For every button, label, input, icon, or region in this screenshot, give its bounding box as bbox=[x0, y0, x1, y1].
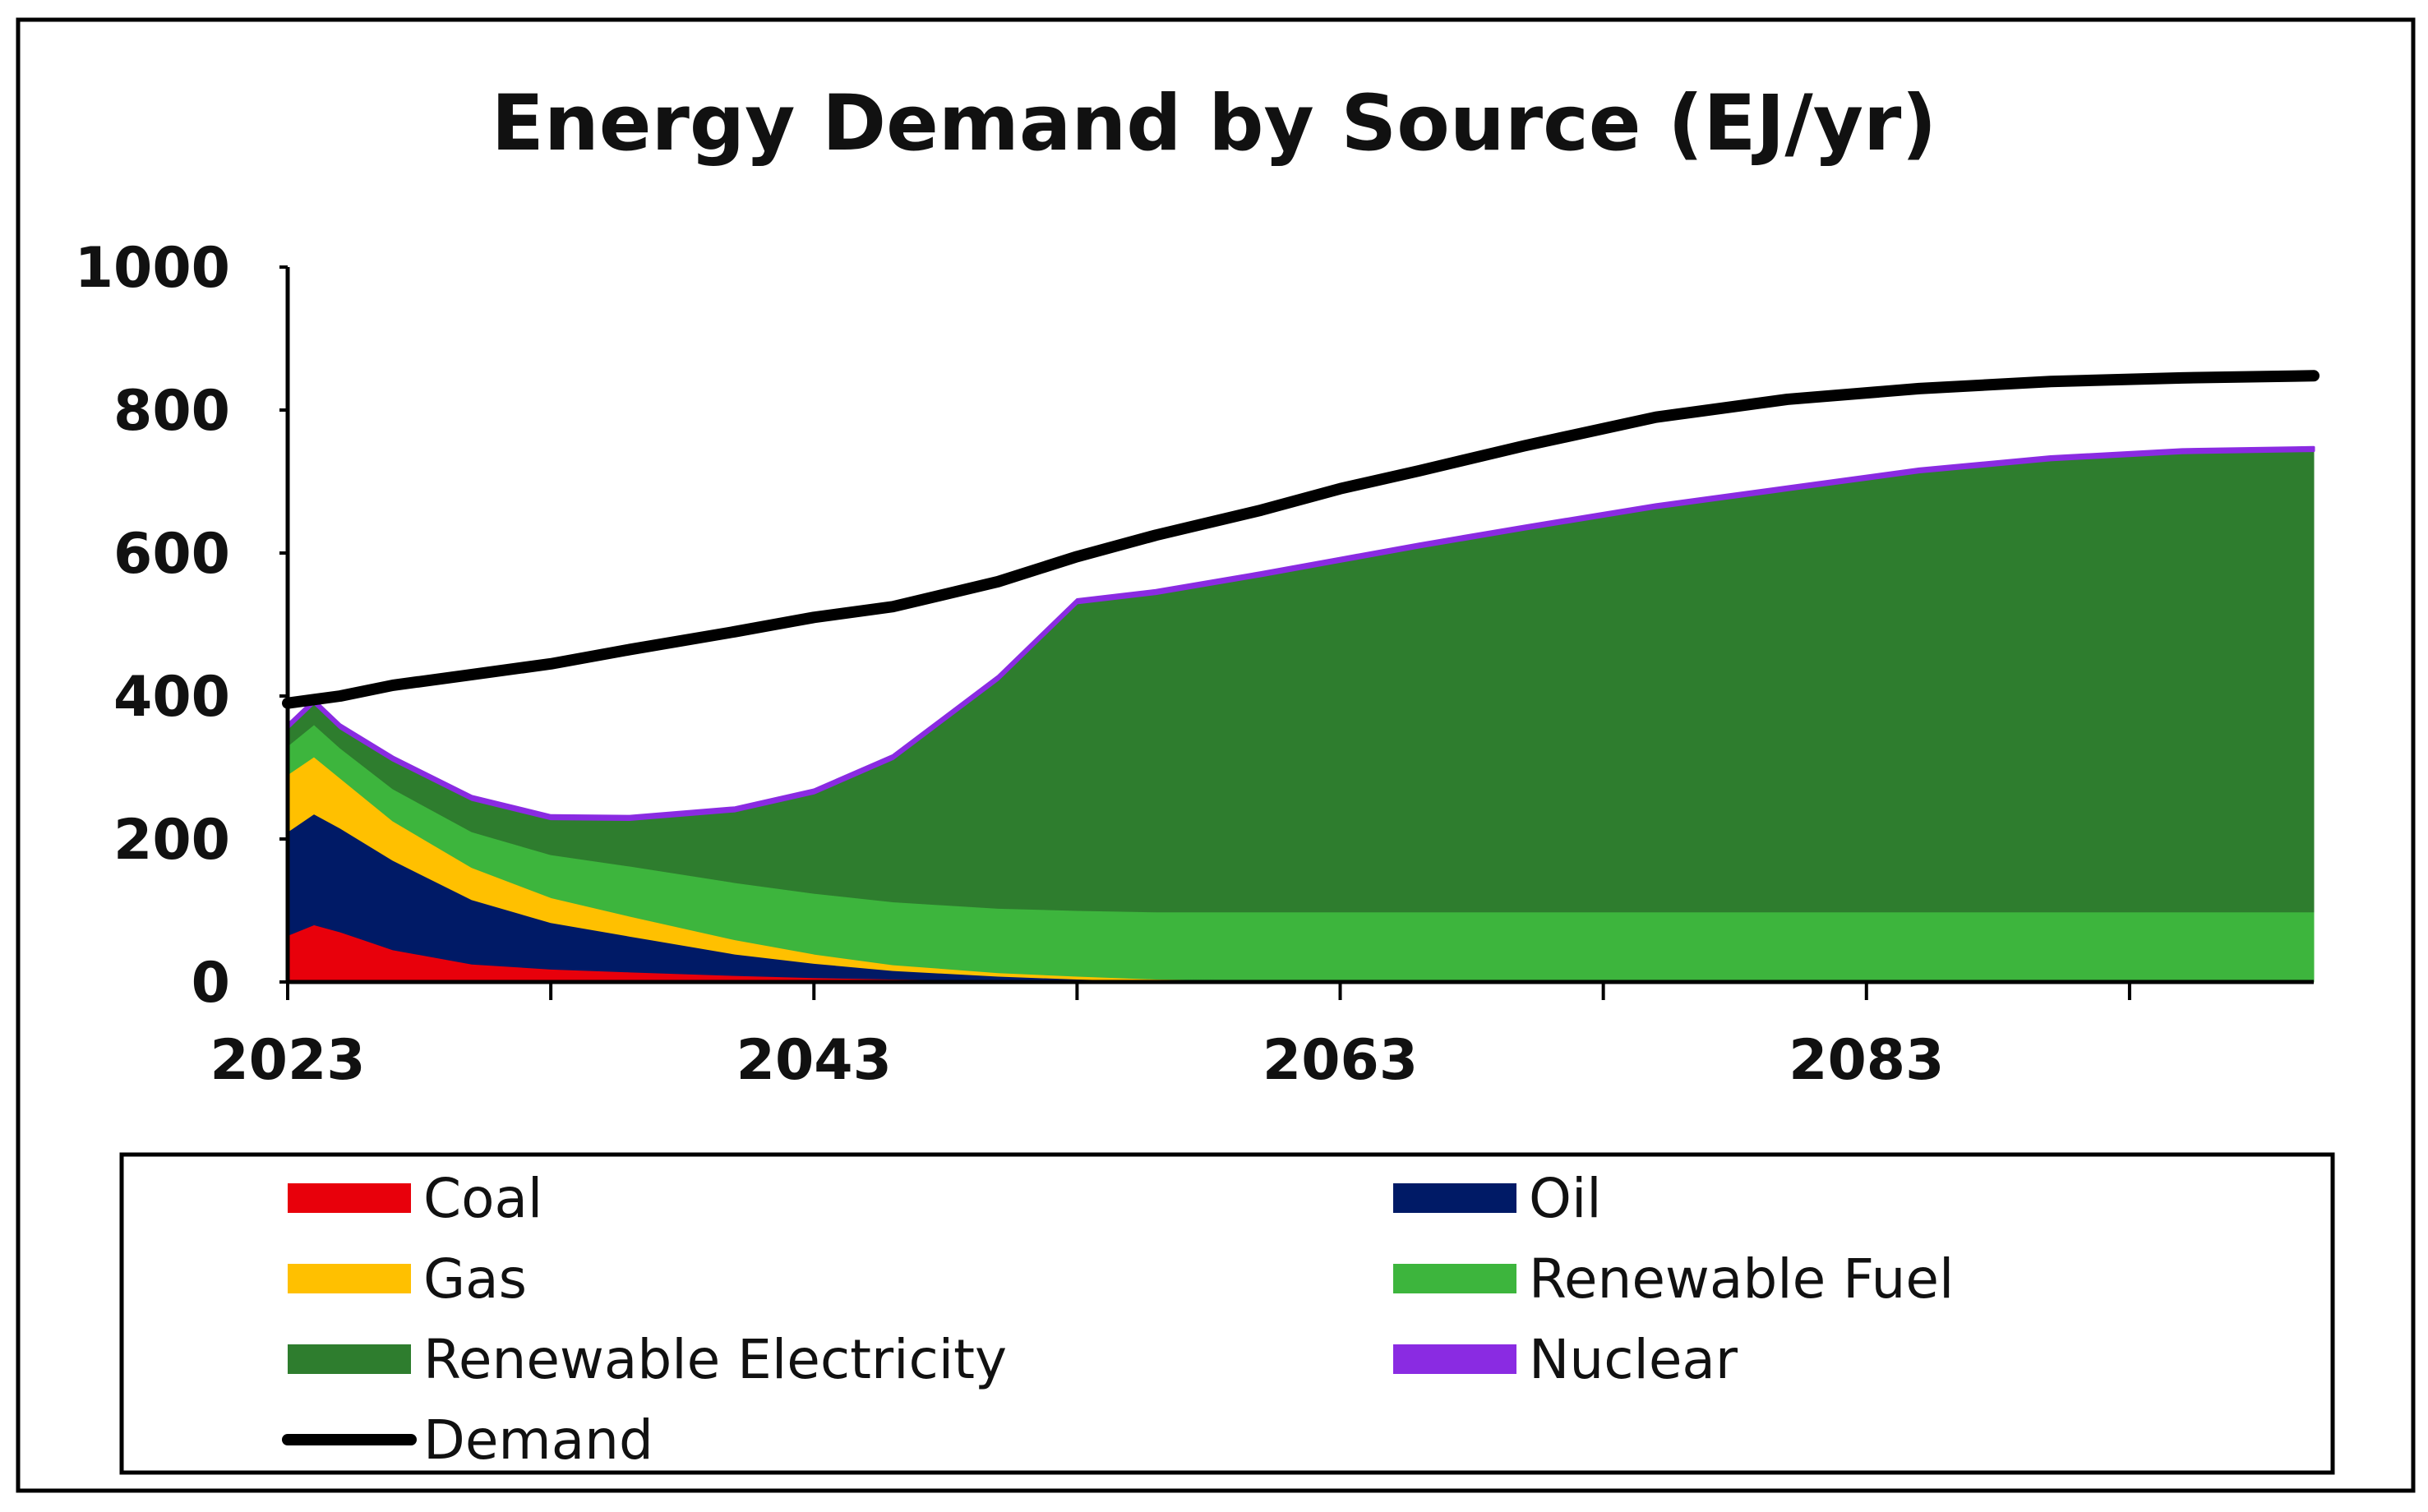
legend-label: Oil bbox=[1529, 1167, 1602, 1230]
x-tick-label: 2063 bbox=[1262, 1028, 1418, 1093]
legend-label: Nuclear bbox=[1529, 1328, 1738, 1391]
legend-label: Renewable Fuel bbox=[1529, 1247, 1954, 1311]
legend-swatch bbox=[1393, 1264, 1516, 1293]
x-tick-label: 2083 bbox=[1789, 1028, 1944, 1093]
x-axis-ticks: 2023 2043 2063 2083 bbox=[210, 982, 2131, 1093]
legend-swatch bbox=[1393, 1344, 1516, 1374]
legend-item-coal: Coal bbox=[288, 1167, 542, 1230]
y-tick-label: 400 bbox=[113, 665, 230, 730]
area-nuclear bbox=[286, 445, 2315, 822]
legend-item-nuclear: Nuclear bbox=[1393, 1328, 1738, 1391]
y-axis-ticks: 0 200 400 600 800 1000 bbox=[75, 236, 288, 1016]
legend-swatch bbox=[288, 1264, 411, 1293]
legend-label: Renewable Electricity bbox=[423, 1328, 1007, 1391]
y-tick-label: 600 bbox=[113, 522, 230, 587]
legend-label: Gas bbox=[423, 1247, 527, 1311]
plot-lines bbox=[282, 370, 2320, 709]
y-tick-label: 0 bbox=[192, 951, 230, 1016]
legend-swatch bbox=[288, 1344, 411, 1374]
y-tick-label: 800 bbox=[113, 379, 230, 444]
legend-box bbox=[119, 1152, 2335, 1475]
legend-item-renewable-fuel: Renewable Fuel bbox=[1393, 1247, 1954, 1311]
x-tick-label: 2043 bbox=[736, 1028, 892, 1093]
legend: Coal Oil Gas Renewable Fuel Renewable Electr… bbox=[282, 1167, 1954, 1472]
legend-swatch bbox=[1393, 1183, 1516, 1213]
legend-item-renewable-electricity: Renewable Electricity bbox=[288, 1328, 1007, 1391]
legend-label: Demand bbox=[423, 1408, 653, 1472]
x-tick-label: 2023 bbox=[210, 1028, 365, 1093]
y-tick-label: 1000 bbox=[75, 236, 230, 301]
y-tick-label: 200 bbox=[113, 808, 230, 873]
chart-title: Energy Demand by Source (EJ/yr) bbox=[492, 79, 1937, 168]
legend-label: Coal bbox=[423, 1167, 542, 1230]
legend-item-demand: Demand bbox=[282, 1408, 653, 1472]
legend-item-gas: Gas bbox=[288, 1247, 527, 1311]
legend-item-oil: Oil bbox=[1393, 1167, 1602, 1230]
legend-swatch bbox=[288, 1183, 411, 1213]
line-demand bbox=[282, 370, 2320, 709]
